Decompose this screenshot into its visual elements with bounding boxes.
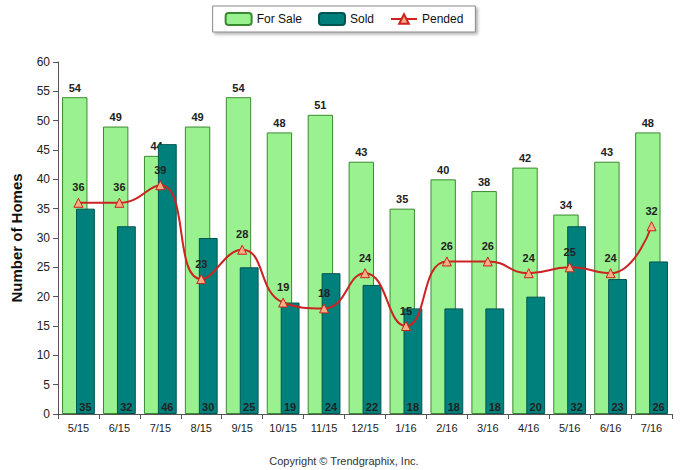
svg-text:60: 60	[37, 55, 51, 69]
svg-text:18: 18	[318, 287, 330, 299]
svg-text:0: 0	[43, 407, 50, 421]
svg-text:43: 43	[601, 146, 613, 158]
svg-text:Copyright © Trendgraphix, Inc.: Copyright © Trendgraphix, Inc.	[269, 455, 418, 467]
svg-text:36: 36	[72, 181, 84, 193]
svg-text:40: 40	[37, 172, 51, 186]
svg-text:38: 38	[478, 176, 490, 188]
svg-text:25: 25	[564, 246, 576, 258]
svg-text:7/15: 7/15	[150, 422, 171, 434]
svg-text:48: 48	[273, 117, 285, 129]
svg-text:30: 30	[37, 231, 51, 245]
svg-text:36: 36	[113, 181, 125, 193]
svg-text:Sold: Sold	[350, 12, 374, 26]
svg-text:24: 24	[523, 252, 536, 264]
svg-text:32: 32	[120, 401, 132, 413]
svg-text:11/15: 11/15	[311, 422, 338, 434]
svg-text:34: 34	[560, 199, 573, 211]
svg-text:25: 25	[243, 401, 255, 413]
svg-text:44: 44	[150, 140, 163, 153]
svg-text:49: 49	[110, 111, 122, 123]
svg-text:Pended: Pended	[422, 12, 463, 26]
svg-text:55: 55	[37, 84, 51, 98]
svg-text:46: 46	[161, 401, 173, 413]
svg-text:23: 23	[611, 401, 623, 413]
svg-text:18: 18	[489, 401, 501, 413]
svg-text:20: 20	[37, 290, 51, 304]
svg-text:5/15: 5/15	[68, 422, 89, 434]
svg-text:35: 35	[79, 401, 91, 413]
svg-text:For Sale: For Sale	[257, 12, 303, 26]
svg-text:25: 25	[37, 260, 51, 274]
svg-text:5: 5	[43, 378, 50, 392]
svg-text:12/15: 12/15	[351, 422, 379, 434]
svg-text:28: 28	[236, 228, 248, 240]
svg-text:Number of Homes: Number of Homes	[8, 173, 25, 302]
svg-text:32: 32	[571, 401, 583, 413]
svg-text:51: 51	[314, 99, 326, 111]
svg-text:42: 42	[519, 152, 531, 164]
svg-text:30: 30	[202, 401, 214, 413]
svg-text:6/16: 6/16	[600, 422, 621, 434]
svg-text:22: 22	[366, 401, 378, 413]
svg-text:23: 23	[195, 258, 207, 270]
svg-text:19: 19	[277, 281, 289, 293]
svg-text:18: 18	[448, 401, 460, 413]
svg-text:5/16: 5/16	[559, 422, 580, 434]
svg-text:54: 54	[69, 82, 82, 94]
svg-text:6/15: 6/15	[109, 422, 130, 434]
svg-text:8/15: 8/15	[191, 422, 212, 434]
svg-text:26: 26	[441, 240, 453, 252]
svg-text:40: 40	[437, 164, 449, 176]
svg-text:26: 26	[652, 401, 664, 413]
svg-text:43: 43	[355, 146, 367, 158]
svg-text:9/15: 9/15	[231, 422, 252, 434]
svg-text:35: 35	[396, 193, 408, 205]
svg-text:7/16: 7/16	[641, 422, 662, 434]
svg-text:39: 39	[154, 164, 166, 176]
svg-text:10/15: 10/15	[269, 422, 297, 434]
svg-text:10: 10	[37, 348, 51, 362]
svg-text:54: 54	[232, 82, 245, 94]
svg-text:19: 19	[284, 401, 296, 413]
svg-text:24: 24	[325, 401, 338, 413]
svg-text:2/16: 2/16	[436, 422, 457, 434]
svg-text:32: 32	[645, 205, 657, 217]
svg-text:35: 35	[37, 202, 51, 216]
svg-text:24: 24	[604, 252, 617, 264]
svg-text:45: 45	[37, 143, 51, 157]
svg-text:3/16: 3/16	[477, 422, 498, 434]
svg-text:24: 24	[359, 252, 372, 264]
svg-text:1/16: 1/16	[395, 422, 416, 434]
svg-text:15: 15	[400, 305, 412, 317]
svg-text:26: 26	[482, 240, 494, 252]
svg-text:50: 50	[37, 114, 51, 128]
svg-text:15: 15	[37, 319, 51, 333]
svg-text:48: 48	[642, 117, 654, 129]
svg-text:4/16: 4/16	[518, 422, 539, 434]
svg-text:20: 20	[530, 401, 542, 413]
svg-text:18: 18	[407, 401, 419, 413]
svg-text:49: 49	[191, 111, 203, 123]
